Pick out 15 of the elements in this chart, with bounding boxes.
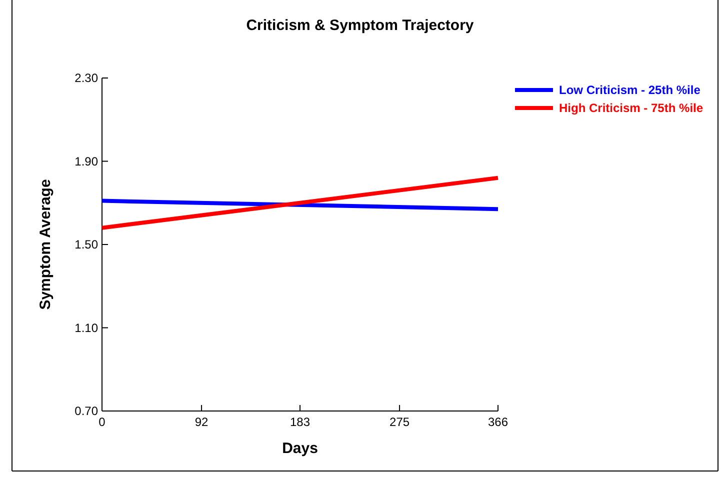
x-tick-label: 366: [488, 415, 508, 429]
x-tick-label: 275: [390, 415, 410, 429]
x-tick-label: 0: [98, 415, 106, 429]
y-tick-label: 1.10: [74, 320, 98, 335]
y-tick-label: 1.50: [74, 238, 98, 252]
x-axis-title: Days: [282, 440, 318, 457]
y-axis-title: Symptom Average: [37, 179, 54, 310]
x-tick-label: 183: [290, 415, 310, 429]
legend-label: High Criticism - 75th %ile: [559, 101, 704, 115]
x-tick-label: 92: [194, 415, 209, 429]
chart-title: Criticism & Symptom Trajectory: [246, 17, 474, 34]
legend-label: Low Criticism - 25th %ile: [559, 83, 701, 97]
y-tick-label: 0.70: [74, 404, 98, 418]
y-tick-label: 2.30: [74, 71, 98, 85]
y-tick-label: 1.90: [74, 154, 98, 168]
